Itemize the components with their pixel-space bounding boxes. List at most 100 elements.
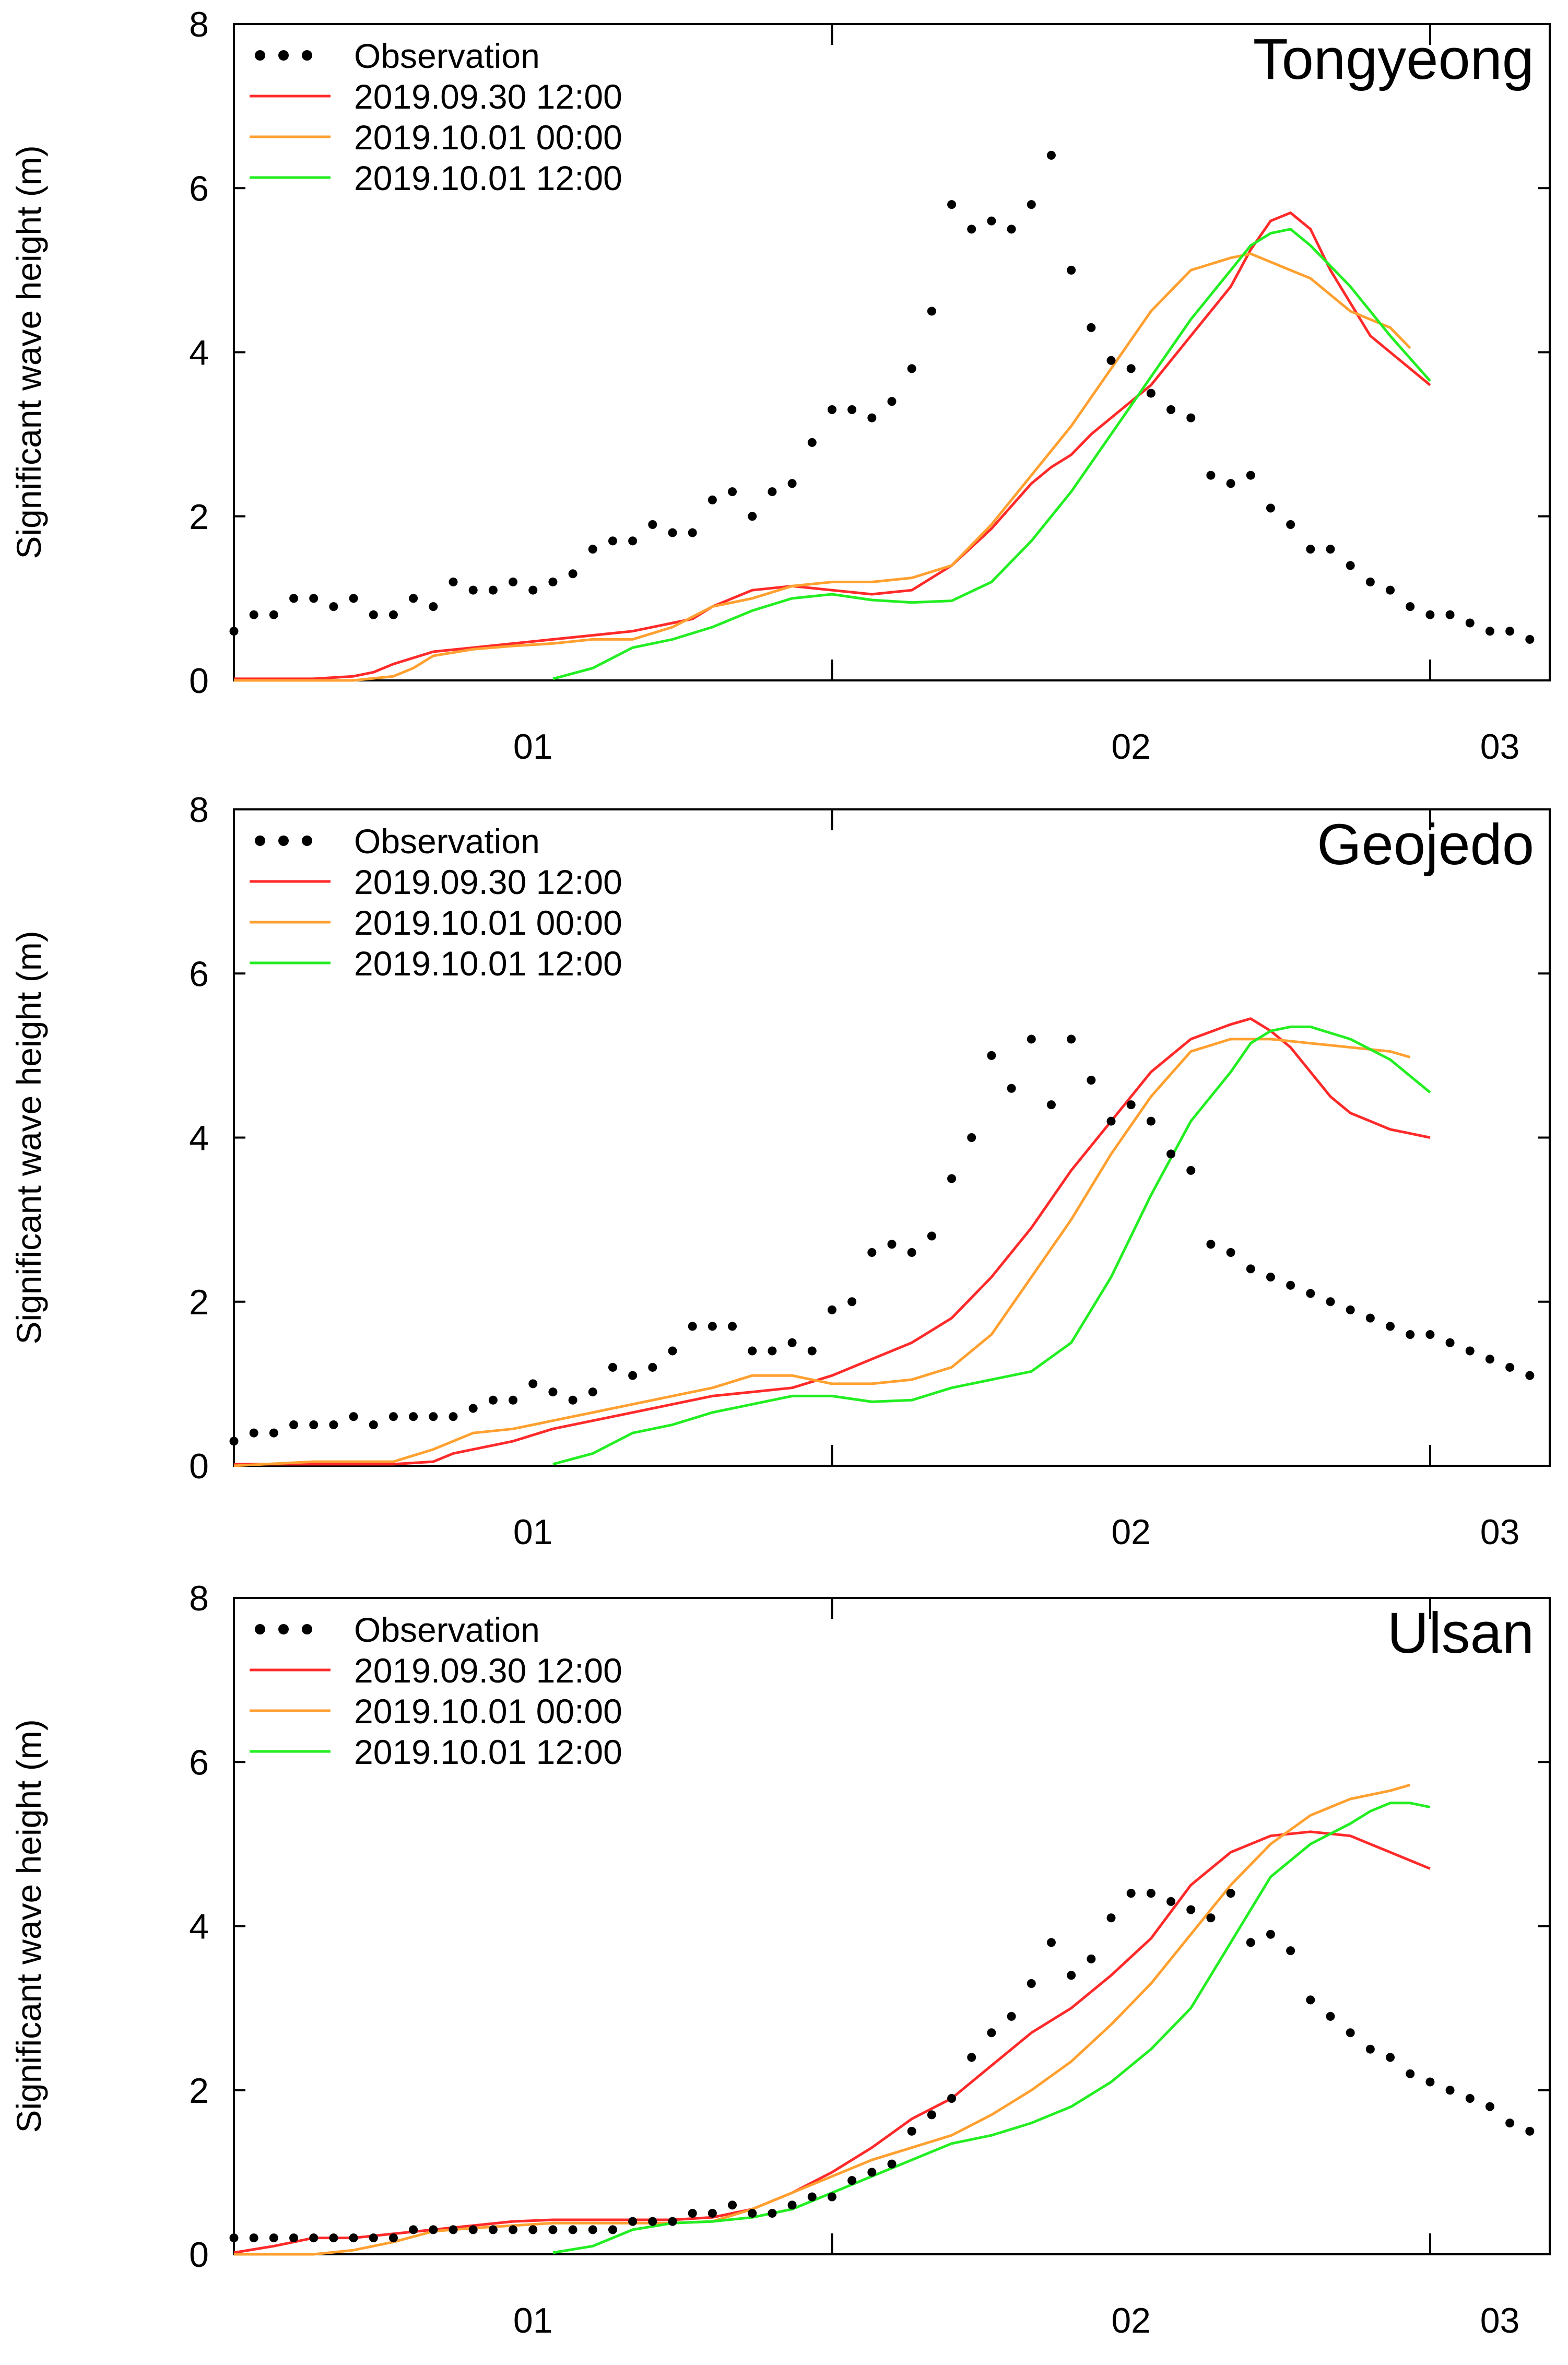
observation-point (947, 2093, 957, 2103)
observation-point (1525, 634, 1535, 644)
observation-point (449, 1412, 458, 1421)
observation-point (1326, 2011, 1335, 2021)
observation-point (449, 577, 458, 586)
x-tick-label: 03 (1480, 2301, 1520, 2340)
observation-point (1106, 1116, 1116, 1126)
observation-point (967, 1133, 976, 1142)
observation-point (708, 495, 717, 504)
observation-point (468, 585, 478, 595)
observation-point (369, 610, 378, 619)
station-name: Geojedo (1317, 813, 1534, 877)
observation-point (847, 405, 857, 414)
observation-point (728, 487, 737, 497)
observation-point (1146, 389, 1156, 398)
observation-point (309, 1420, 319, 1429)
observation-point (568, 2225, 577, 2234)
observation-point (388, 2233, 398, 2243)
observation-point (1425, 610, 1435, 619)
x-tick-label: 01 (513, 2301, 553, 2340)
legend-label: 2019.09.30 12:00 (354, 1651, 622, 1690)
y-tick-label: 4 (189, 333, 209, 373)
observation-point (628, 1371, 638, 1380)
observation-point (1406, 602, 1415, 611)
observation-point (907, 2126, 916, 2136)
observation-point (1266, 503, 1275, 513)
observation-point (1166, 1149, 1176, 1159)
observation-point (429, 1412, 438, 1421)
observation-point (787, 479, 797, 488)
legend-marker-observation (255, 1624, 265, 1634)
observation-point (528, 585, 538, 595)
observation-point (1266, 1273, 1275, 1282)
observation-point (269, 1428, 278, 1438)
observation-point (568, 1395, 577, 1405)
y-tick-label: 0 (189, 1446, 209, 1486)
observation-point (249, 610, 258, 619)
observation-point (229, 2233, 239, 2243)
observation-point (1126, 364, 1136, 373)
series-line-2 (234, 1783, 1411, 2256)
observation-point (309, 2233, 319, 2243)
y-tick-label: 2 (189, 497, 209, 537)
observation-point (1505, 2119, 1515, 2128)
observation-point (369, 1420, 378, 1429)
x-tick-label: 02 (1111, 1512, 1151, 1552)
series-line-2 (233, 1038, 1411, 1467)
observation-point (409, 594, 418, 603)
observation-point (1485, 627, 1494, 636)
observation-point (1067, 1971, 1076, 1980)
observation-point (648, 1362, 657, 1372)
observation-point (987, 2028, 996, 2038)
observation-point (748, 512, 757, 521)
observation-point (1067, 265, 1076, 275)
legend-label: 2019.10.01 12:00 (354, 1733, 622, 1771)
y-tick-label: 0 (189, 661, 209, 701)
observation-point (927, 2110, 936, 2120)
observation-point (488, 2225, 498, 2234)
observation-point (1346, 1305, 1355, 1314)
x-tick-label: 03 (1480, 727, 1520, 767)
observation-point (1126, 1100, 1136, 1110)
observation-point (528, 1379, 538, 1389)
observation-point (1087, 1954, 1096, 1963)
observation-point (1027, 200, 1036, 209)
observation-point (1365, 2044, 1375, 2054)
observation-point (1146, 1889, 1156, 1898)
observation-point (1406, 2069, 1415, 2078)
observation-point (1386, 2053, 1395, 2062)
observation-point (429, 2225, 438, 2234)
observation-point (1246, 470, 1255, 480)
y-tick-label: 8 (189, 1579, 209, 1618)
observation-point (1046, 1100, 1056, 1110)
observation-point (1346, 2028, 1355, 2038)
observation-point (987, 216, 996, 226)
observation-point (249, 2233, 258, 2243)
observation-point (369, 2233, 378, 2243)
observation-point (787, 2201, 797, 2210)
observation-point (1106, 356, 1116, 365)
observation-point (1365, 1313, 1375, 1323)
y-axis-label: Significant wave height (m) (9, 1719, 48, 2133)
observation-point (668, 2217, 677, 2226)
observation-point (1246, 1938, 1255, 1947)
observation-point (648, 2217, 657, 2226)
observation-point (289, 2233, 299, 2243)
observation-point (1346, 561, 1355, 570)
observation-point (608, 1362, 617, 1372)
observation-point (1046, 1938, 1056, 1947)
y-tick-label: 8 (189, 790, 209, 830)
observation-point (329, 2233, 338, 2243)
observation-point (488, 585, 498, 595)
observation-point (1326, 545, 1335, 554)
observation-point (1126, 1889, 1136, 1898)
observation-point (289, 1420, 299, 1429)
observation-point (1027, 1979, 1036, 1988)
observation-point (1166, 1897, 1176, 1906)
observation-point (229, 627, 239, 636)
observation-point (548, 577, 558, 586)
observation-point (668, 1346, 677, 1356)
observation-point (1087, 1076, 1096, 1085)
series-line-3 (552, 228, 1431, 680)
